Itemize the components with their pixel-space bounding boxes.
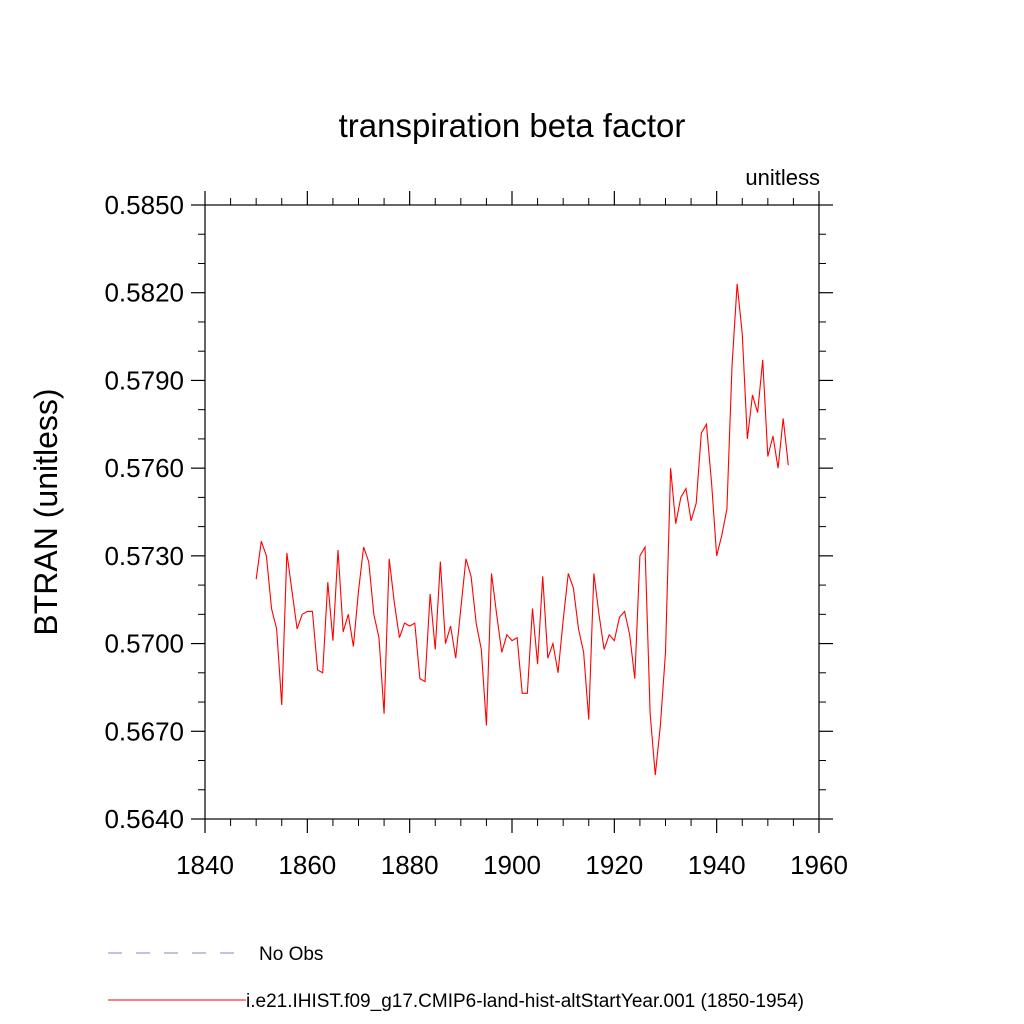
y-tick-label: 0.5790 [104,365,184,395]
legend: No Obs i.e21.IHIST.f09_g17.CMIP6-land-hi… [108,944,804,1012]
x-tick-label: 1880 [381,850,439,880]
series-line-model-run [255,283,789,776]
y-axis-label: BTRAN (unitless) [28,388,64,635]
y-tick-labels: 0.5640 0.5670 0.5700 0.5730 0.5760 0.5790 0.58… [104,190,184,834]
legend-label-model-run: i.e21.IHIST.f09_g17.CMIP6-land-hist-altS… [246,991,804,1012]
y-tick-label: 0.5670 [104,716,184,746]
x-tick-label: 1940 [688,850,746,880]
x-tick-labels: 1840 1860 1880 1900 1920 1940 1960 [176,850,848,880]
y-tick-label: 0.5730 [104,541,184,571]
chart-title: transpiration beta factor [339,107,686,144]
y-tick-label: 0.5820 [104,278,184,308]
x-tick-label: 1840 [176,850,234,880]
y-tick-label: 0.5760 [104,453,184,483]
x-tick-label: 1920 [585,850,643,880]
plot-frame [204,204,820,820]
x-tick-label: 1900 [483,850,541,880]
legend-label-no-obs: No Obs [259,944,323,965]
x-tick-label: 1860 [278,850,336,880]
y-tick-label: 0.5850 [104,190,184,220]
series-layer [255,283,789,776]
y-tick-label: 0.5640 [104,804,184,834]
y-tick-label: 0.5700 [104,629,184,659]
axis-ticks [191,191,833,833]
x-tick-label: 1960 [790,850,848,880]
unit-note: unitless [745,165,820,190]
